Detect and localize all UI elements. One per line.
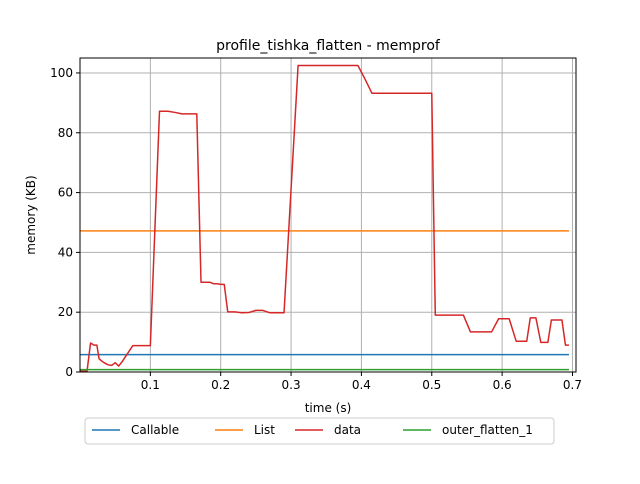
legend: Callable List data outer_flatten_1 <box>84 417 555 445</box>
series-line-data <box>80 64 569 372</box>
y-tick-label: 100 <box>50 66 73 80</box>
y-tick-label: 0 <box>65 365 73 379</box>
x-tick-label: 0.6 <box>493 378 512 392</box>
x-tick-label: 0.4 <box>352 378 371 392</box>
y-tick-label: 20 <box>58 305 73 319</box>
plot-frame <box>79 57 577 373</box>
series-layer <box>80 64 569 372</box>
x-tick-label: 0.5 <box>422 378 441 392</box>
x-axis-label: time (s) <box>305 401 352 415</box>
legend-frame <box>84 417 555 445</box>
chart-title: profile_tishka_flatten - memprof <box>216 38 441 54</box>
x-tick-label: 0.1 <box>141 378 160 392</box>
legend-label-list: List <box>254 423 275 437</box>
x-tick-label: 0.7 <box>563 378 582 392</box>
x-tick-label: 0.3 <box>282 378 301 392</box>
plot-area <box>80 58 576 372</box>
y-axis-label: memory (KB) <box>24 175 38 254</box>
x-axis-ticks: 0.1 0.2 0.3 0.4 0.5 0.6 0.7 <box>141 372 582 392</box>
y-axis-ticks: 0 20 40 60 80 100 <box>50 66 80 379</box>
y-tick-label: 60 <box>58 186 73 200</box>
x-tick-label: 0.2 <box>211 378 230 392</box>
y-tick-label: 80 <box>58 126 73 140</box>
legend-label-callable: Callable <box>131 423 179 437</box>
y-tick-label: 40 <box>58 245 73 259</box>
legend-label-outer-flatten: outer_flatten_1 <box>442 423 533 437</box>
legend-label-data: data <box>334 423 361 437</box>
